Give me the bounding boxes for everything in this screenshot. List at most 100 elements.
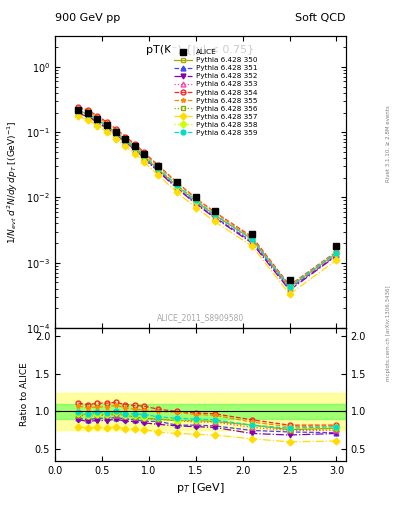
Text: Rivet 3.1.10, ≥ 2.8M events: Rivet 3.1.10, ≥ 2.8M events (386, 105, 391, 182)
Pythia 6.428 358 (174, 183, 179, 189)
Pythia 6.428 354 (174, 179, 179, 185)
ALICE (212, 208, 217, 214)
Pythia 6.428 357 (132, 151, 137, 157)
Pythia 6.428 352 (156, 168, 161, 175)
Pythia 6.428 353 (250, 238, 254, 244)
Pythia 6.428 351 (132, 146, 137, 153)
Pythia 6.428 353 (156, 166, 161, 173)
Pythia 6.428 357 (156, 172, 161, 178)
Pythia 6.428 350 (334, 250, 339, 257)
Pythia 6.428 351 (142, 155, 147, 161)
Pythia 6.428 352 (193, 201, 198, 207)
Pythia 6.428 354 (123, 134, 128, 140)
Pythia 6.428 353 (95, 117, 99, 123)
Pythia 6.428 357 (142, 159, 147, 165)
Bar (55, 393, 346, 431)
Pythia 6.428 352 (287, 287, 292, 293)
Pythia 6.428 353 (114, 131, 118, 137)
Pythia 6.428 355 (76, 105, 81, 111)
Pythia 6.428 357 (212, 218, 217, 224)
Pythia 6.428 359 (123, 137, 128, 143)
Text: ALICE_2011_S8909580: ALICE_2011_S8909580 (157, 313, 244, 322)
Pythia 6.428 355 (104, 120, 109, 126)
Line: Pythia 6.428 354: Pythia 6.428 354 (76, 104, 339, 288)
Pythia 6.428 356 (104, 123, 109, 129)
Pythia 6.428 352 (250, 240, 254, 246)
Pythia 6.428 355 (132, 142, 137, 148)
Pythia 6.428 354 (95, 113, 99, 119)
Line: Pythia 6.428 352: Pythia 6.428 352 (76, 111, 339, 292)
Pythia 6.428 357 (104, 129, 109, 135)
Pythia 6.428 359 (212, 211, 217, 218)
Pythia 6.428 355 (193, 196, 198, 202)
Pythia 6.428 350 (287, 284, 292, 290)
Pythia 6.428 352 (86, 114, 90, 120)
Pythia 6.428 356 (193, 198, 198, 204)
Pythia 6.428 353 (123, 138, 128, 144)
Pythia 6.428 354 (114, 126, 118, 132)
Pythia 6.428 351 (123, 139, 128, 145)
Pythia 6.428 355 (212, 209, 217, 216)
Pythia 6.428 356 (287, 284, 292, 290)
Pythia 6.428 358 (334, 250, 339, 256)
Pythia 6.428 359 (95, 116, 99, 122)
Pythia 6.428 353 (142, 154, 147, 160)
Pythia 6.428 356 (334, 250, 339, 257)
Pythia 6.428 354 (76, 104, 81, 110)
Pythia 6.428 350 (132, 145, 137, 151)
Legend: ALICE, Pythia 6.428 350, Pythia 6.428 351, Pythia 6.428 352, Pythia 6.428 353, P: ALICE, Pythia 6.428 350, Pythia 6.428 35… (171, 45, 261, 140)
Pythia 6.428 359 (142, 153, 147, 159)
Pythia 6.428 353 (212, 212, 217, 219)
Pythia 6.428 357 (76, 113, 81, 119)
Pythia 6.428 351 (334, 252, 339, 259)
Pythia 6.428 352 (95, 119, 99, 125)
ALICE (156, 163, 161, 169)
Pythia 6.428 355 (123, 135, 128, 141)
Pythia 6.428 359 (174, 182, 179, 188)
Pythia 6.428 354 (142, 150, 147, 156)
ALICE (334, 243, 339, 249)
Pythia 6.428 359 (250, 236, 254, 242)
Pythia 6.428 351 (104, 124, 109, 131)
Pythia 6.428 358 (104, 122, 109, 129)
Pythia 6.428 353 (76, 108, 81, 114)
ALICE (142, 151, 147, 157)
Pythia 6.428 353 (104, 123, 109, 130)
Pythia 6.428 358 (142, 153, 147, 159)
Line: Pythia 6.428 359: Pythia 6.428 359 (76, 108, 339, 289)
Pythia 6.428 351 (86, 113, 90, 119)
Pythia 6.428 357 (123, 143, 128, 150)
Pythia 6.428 352 (142, 156, 147, 162)
Y-axis label: Ratio to ALICE: Ratio to ALICE (20, 362, 29, 426)
Pythia 6.428 357 (193, 204, 198, 210)
Pythia 6.428 354 (156, 162, 161, 168)
Pythia 6.428 359 (334, 249, 339, 255)
Pythia 6.428 352 (212, 215, 217, 221)
Pythia 6.428 355 (95, 114, 99, 120)
Line: Pythia 6.428 356: Pythia 6.428 356 (76, 109, 339, 290)
Pythia 6.428 357 (250, 243, 254, 249)
Pythia 6.428 352 (104, 125, 109, 132)
Pythia 6.428 358 (250, 236, 254, 242)
ALICE (114, 129, 118, 135)
Pythia 6.428 356 (142, 154, 147, 160)
Pythia 6.428 356 (114, 130, 118, 136)
Pythia 6.428 352 (334, 253, 339, 259)
Pythia 6.428 355 (86, 108, 90, 114)
Pythia 6.428 352 (174, 185, 179, 191)
Pythia 6.428 357 (114, 136, 118, 142)
Pythia 6.428 355 (250, 235, 254, 241)
Pythia 6.428 352 (76, 110, 81, 116)
Text: mcplots.cern.ch [arXiv:1306.3436]: mcplots.cern.ch [arXiv:1306.3436] (386, 285, 391, 380)
Text: 900 GeV pp: 900 GeV pp (55, 13, 120, 23)
Pythia 6.428 356 (174, 183, 179, 189)
Pythia 6.428 356 (86, 111, 90, 117)
Pythia 6.428 353 (86, 112, 90, 118)
ALICE (174, 179, 179, 185)
Pythia 6.428 359 (114, 129, 118, 135)
ALICE (104, 122, 109, 128)
Pythia 6.428 354 (250, 233, 254, 240)
Pythia 6.428 352 (123, 140, 128, 146)
Line: Pythia 6.428 353: Pythia 6.428 353 (76, 109, 339, 290)
Pythia 6.428 358 (76, 108, 81, 114)
